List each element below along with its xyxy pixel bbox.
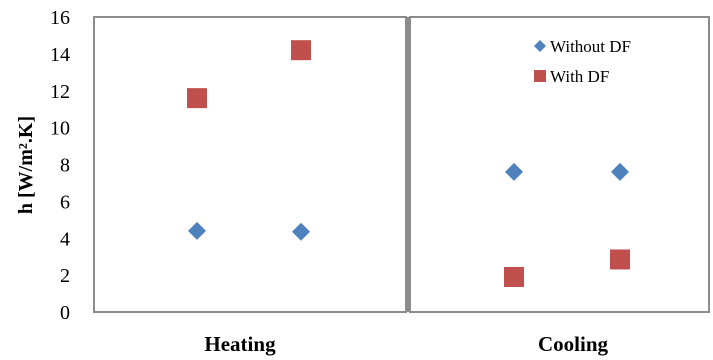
y-tick-label-0: 0: [60, 302, 70, 324]
y-tick-label-10: 10: [50, 118, 70, 140]
point-with-df-cooling-1: [504, 266, 524, 287]
point-with-df-heating-2: [291, 40, 311, 61]
point-with-df-cooling-2: [610, 249, 630, 270]
legend: Without DF With DF: [534, 37, 631, 86]
category-labels: Heating Cooling: [204, 332, 608, 356]
legend-marker-without-df: [534, 40, 546, 52]
legend-marker-with-df: [534, 70, 546, 82]
plot-frames: [93, 16, 710, 313]
point-without-df-heating-1: [188, 221, 206, 240]
y-tick-label-16: 16: [50, 7, 70, 29]
point-without-df-cooling-2: [611, 162, 629, 181]
data-points: [187, 40, 630, 287]
point-without-df-cooling-1: [505, 162, 523, 181]
y-tick-label-14: 14: [50, 44, 70, 66]
y-tick-label-12: 12: [50, 81, 70, 103]
y-tick-labels: 0 2 4 6 8 10 12 14 16: [50, 7, 70, 324]
category-label-heating: Heating: [204, 332, 276, 356]
legend-label-with-df: With DF: [550, 67, 609, 86]
y-tick-label-6: 6: [60, 191, 70, 213]
point-with-df-heating-1: [187, 88, 207, 109]
legend-label-without-df: Without DF: [550, 37, 631, 56]
y-tick-label-4: 4: [60, 228, 70, 250]
point-without-df-heating-2: [292, 222, 310, 241]
category-label-cooling: Cooling: [538, 332, 609, 356]
heating-panel-frame: [93, 16, 407, 313]
cooling-panel-frame: [409, 16, 710, 313]
y-tick-label-2: 2: [60, 265, 70, 287]
y-axis-label: h [W/m².K]: [15, 116, 37, 214]
y-tick-label-8: 8: [60, 155, 70, 177]
